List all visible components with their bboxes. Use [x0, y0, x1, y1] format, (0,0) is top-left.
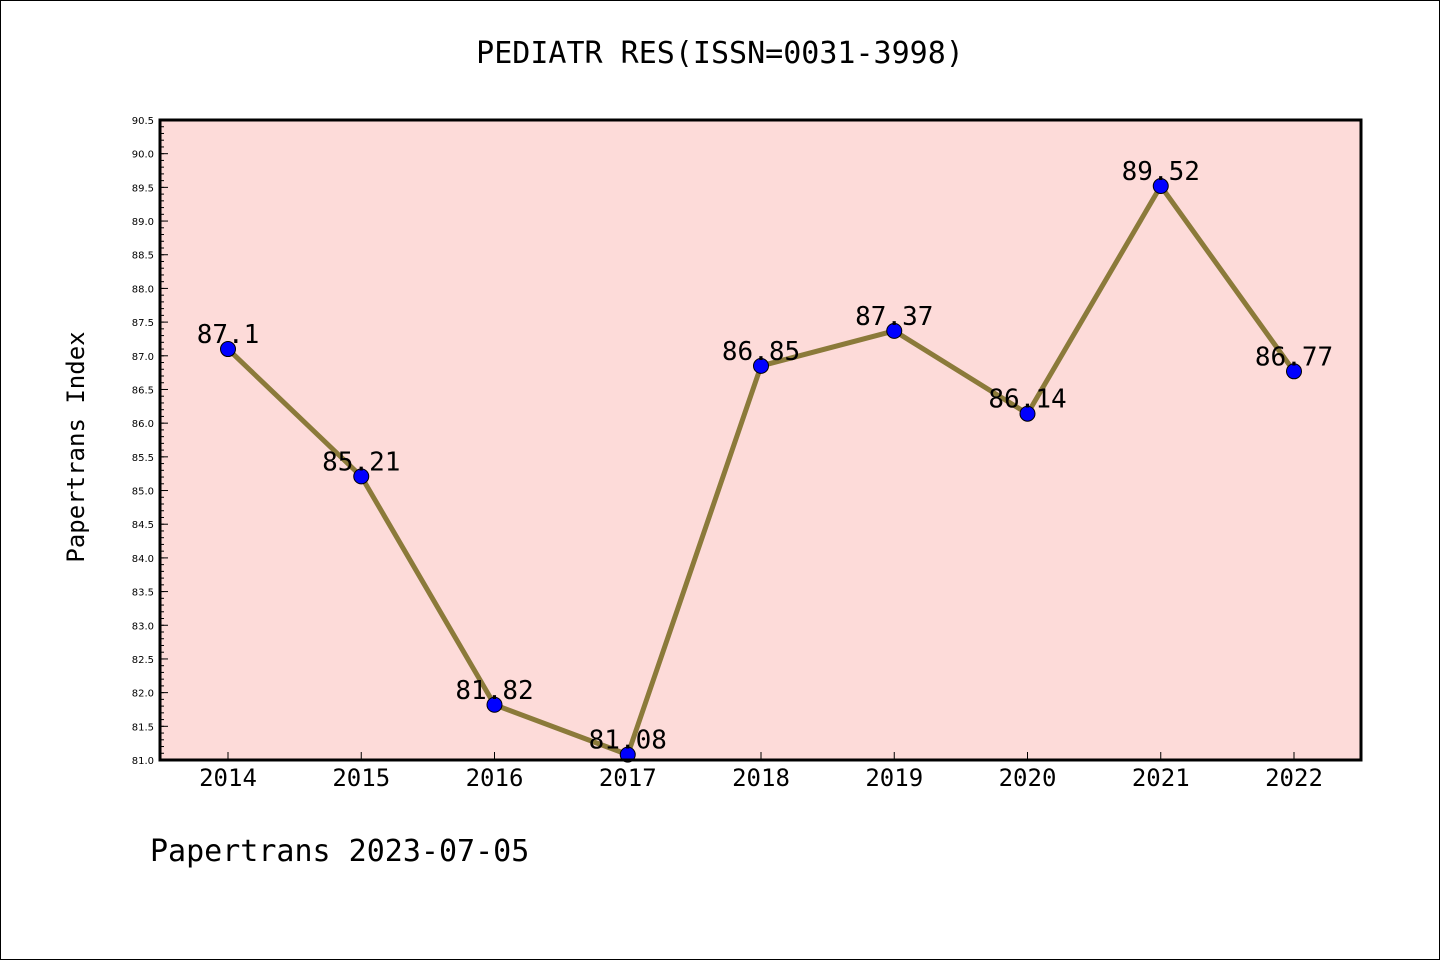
data-point [619, 746, 636, 763]
x-tick-label: 2015 [332, 764, 390, 792]
data-point [753, 357, 769, 374]
x-tick-label: 2017 [599, 764, 657, 792]
data-label: 85.21 [322, 447, 400, 477]
data-point [1019, 405, 1036, 422]
plot-border [158, 118, 1363, 762]
plot-area [160, 120, 1361, 760]
y-tick-label: 85.0 [132, 487, 154, 498]
x-tick-label: 2022 [1265, 764, 1323, 792]
y-tick-label: 87.0 [132, 352, 154, 363]
y-tick-label: 90.5 [132, 116, 154, 127]
y-tick-label: 88.5 [132, 251, 154, 262]
x-tick-label: 2014 [199, 764, 257, 792]
data-point [220, 341, 236, 358]
data-label: 89.52 [1122, 157, 1200, 187]
data-point [886, 322, 903, 339]
y-tick-label: 86.0 [132, 419, 154, 430]
y-tick-label: 86.5 [132, 385, 154, 396]
data-label: 87.1 [197, 320, 260, 350]
y-tick-label: 87.5 [132, 318, 154, 329]
data-point [486, 696, 503, 713]
y-tick-label: 84.0 [132, 554, 154, 565]
y-tick-label: 83.0 [132, 621, 154, 632]
y-tick-label: 90.0 [132, 150, 154, 161]
data-label: 81.08 [589, 726, 667, 756]
x-tick-label: 2018 [732, 764, 790, 792]
chart-title: PEDIATR RES(ISSN=0031-3998) [476, 36, 964, 71]
data-label: 86.85 [722, 337, 800, 367]
footer-text: Papertrans 2023-07-05 [150, 834, 530, 869]
x-tick-label: 2021 [1132, 764, 1190, 792]
x-tick-label: 2019 [865, 764, 923, 792]
y-tick-label: 82.5 [132, 655, 154, 666]
data-label: 81.82 [455, 676, 533, 706]
y-tick-label: 82.0 [132, 689, 154, 700]
data-label: 87.37 [855, 302, 933, 332]
y-tick-label: 81.0 [132, 756, 154, 767]
y-tick-label: 85.5 [132, 453, 154, 464]
x-tick-label: 2016 [466, 764, 524, 792]
y-tick-label: 89.5 [132, 183, 154, 194]
y-tick-label: 89.0 [132, 217, 154, 228]
data-label: 86.77 [1255, 342, 1333, 372]
data-point [353, 468, 370, 485]
x-tick-label: 2020 [999, 764, 1057, 792]
y-tick-label: 88.0 [132, 284, 154, 295]
y-tick-label: 84.5 [132, 520, 154, 531]
data-point [1286, 363, 1302, 380]
y-tick-label: 83.5 [132, 588, 154, 599]
data-label: 86.14 [988, 385, 1066, 415]
y-tick-label: 81.5 [132, 722, 154, 733]
data-point [1152, 178, 1169, 195]
